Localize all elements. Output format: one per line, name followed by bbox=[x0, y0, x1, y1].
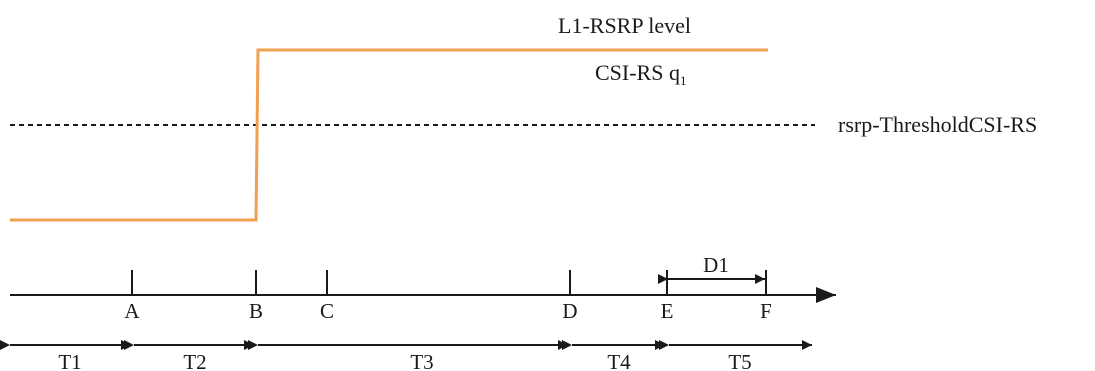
segment-t3-label: T3 bbox=[410, 350, 433, 371]
tick-label-f: F bbox=[760, 299, 772, 323]
tick-label-a: A bbox=[124, 299, 140, 323]
signal-sub-label-subscript: 1 bbox=[680, 73, 687, 88]
segment-t1-label: T1 bbox=[58, 350, 81, 371]
tick-label-b: B bbox=[249, 299, 263, 323]
threshold-label: rsrp-ThresholdCSI-RS bbox=[838, 112, 1037, 137]
segment-t5-label: T5 bbox=[728, 350, 751, 371]
interval-d1-label: D1 bbox=[703, 253, 729, 277]
signal-sub-label: CSI-RS q1 bbox=[595, 60, 686, 88]
signal-step-line bbox=[10, 48, 768, 222]
segment-t4-label: T4 bbox=[607, 350, 631, 371]
tick-label-d: D bbox=[562, 299, 577, 323]
signal-label: L1-RSRP level bbox=[558, 13, 691, 38]
tick-label-e: E bbox=[661, 299, 674, 323]
signal-sub-label-main: CSI-RS q bbox=[595, 60, 680, 85]
segment-t2-label: T2 bbox=[183, 350, 206, 371]
tick-label-c: C bbox=[320, 299, 334, 323]
